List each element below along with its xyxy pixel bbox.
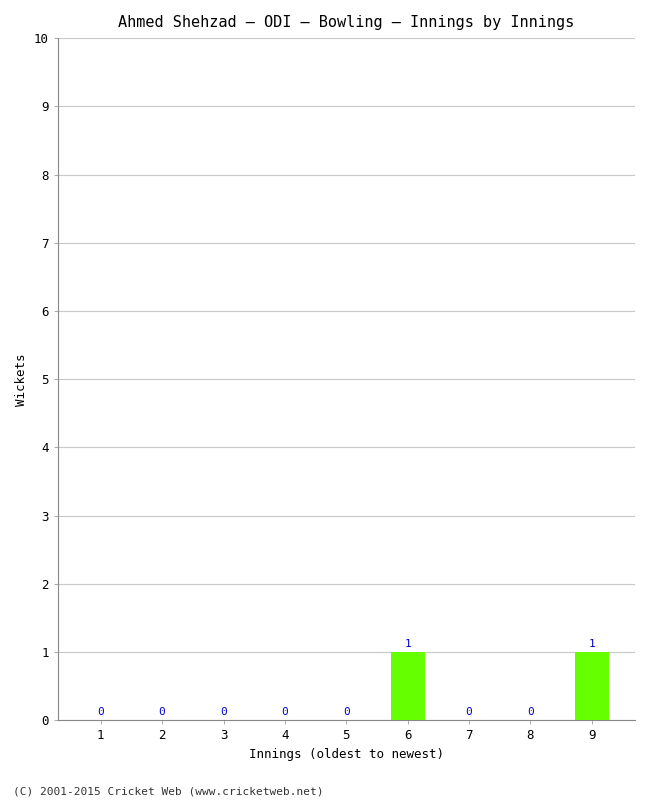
Bar: [575, 652, 609, 721]
Text: 1: 1: [404, 638, 411, 649]
Text: 0: 0: [98, 707, 104, 717]
Text: 0: 0: [281, 707, 288, 717]
Title: Ahmed Shehzad – ODI – Bowling – Innings by Innings: Ahmed Shehzad – ODI – Bowling – Innings …: [118, 15, 575, 30]
Text: 0: 0: [465, 707, 473, 717]
Text: 0: 0: [527, 707, 534, 717]
Text: 0: 0: [343, 707, 350, 717]
Text: 0: 0: [159, 707, 166, 717]
X-axis label: Innings (oldest to newest): Innings (oldest to newest): [249, 748, 444, 761]
Text: (C) 2001-2015 Cricket Web (www.cricketweb.net): (C) 2001-2015 Cricket Web (www.cricketwe…: [13, 786, 324, 796]
Bar: [391, 652, 424, 721]
Text: 0: 0: [220, 707, 227, 717]
Text: 1: 1: [588, 638, 595, 649]
Y-axis label: Wickets: Wickets: [15, 353, 28, 406]
